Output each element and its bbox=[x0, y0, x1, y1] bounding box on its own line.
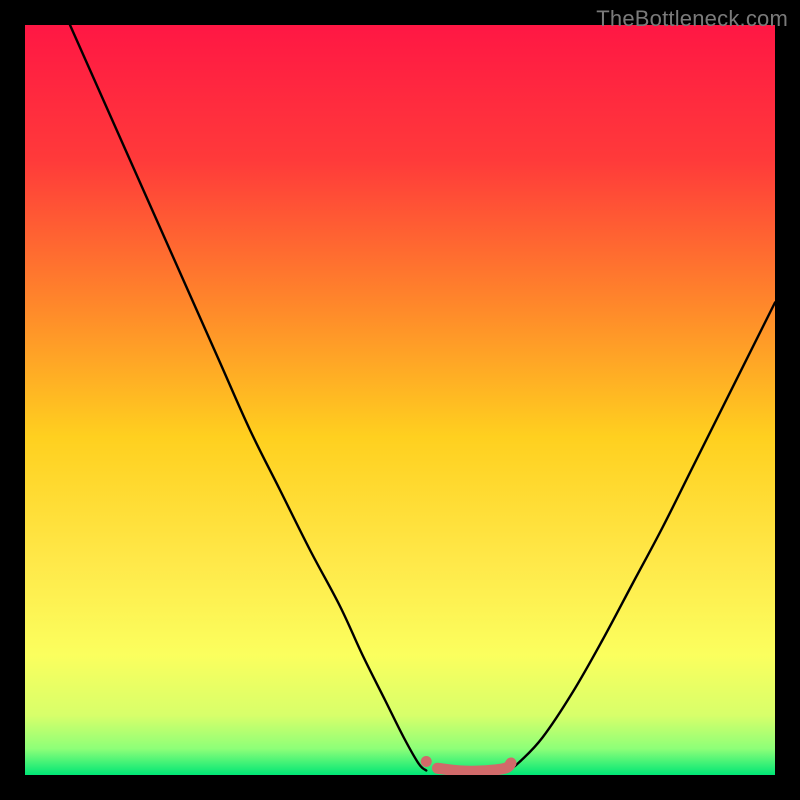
watermark-text: TheBottleneck.com bbox=[596, 6, 788, 32]
plot-area bbox=[25, 25, 775, 775]
marker-dot bbox=[421, 756, 432, 767]
chart-frame: TheBottleneck.com bbox=[0, 0, 800, 800]
bottleneck-curve-chart bbox=[25, 25, 775, 775]
gradient-background bbox=[25, 25, 775, 775]
